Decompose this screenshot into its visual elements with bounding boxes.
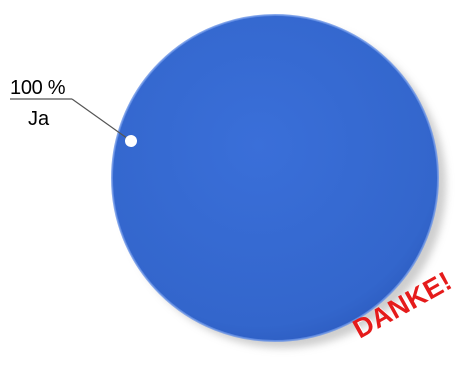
leader-line-diagonal: [71, 98, 132, 142]
slice-category-label: Ja: [28, 108, 50, 130]
slice-value-label: 100 %: [10, 77, 66, 99]
pie-slice-ja: [112, 15, 438, 341]
pie-rim-highlight: [111, 14, 439, 342]
leader-anchor-dot: [125, 135, 137, 147]
